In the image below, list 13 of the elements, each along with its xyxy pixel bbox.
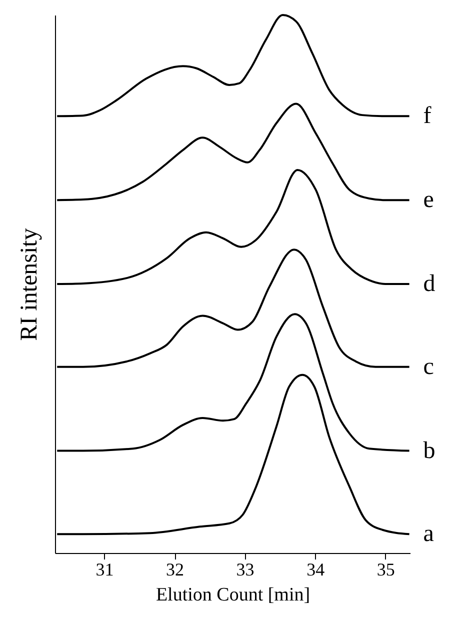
x-tick-label: 35 bbox=[376, 560, 395, 580]
series-label: c bbox=[423, 354, 434, 380]
x-axis-title: Elution Count [min] bbox=[156, 584, 310, 606]
series-label: e bbox=[423, 187, 434, 214]
series-label: b bbox=[423, 438, 436, 464]
x-tick-label: 32 bbox=[166, 560, 184, 580]
series-label: a bbox=[423, 521, 434, 548]
series-label: d bbox=[423, 271, 436, 297]
x-tick-label: 34 bbox=[306, 560, 325, 580]
y-axis-title: RI intensity bbox=[16, 228, 42, 341]
x-tick-label: 33 bbox=[236, 560, 254, 580]
series-label: f bbox=[423, 103, 432, 130]
x-tick-label: 31 bbox=[96, 560, 114, 580]
